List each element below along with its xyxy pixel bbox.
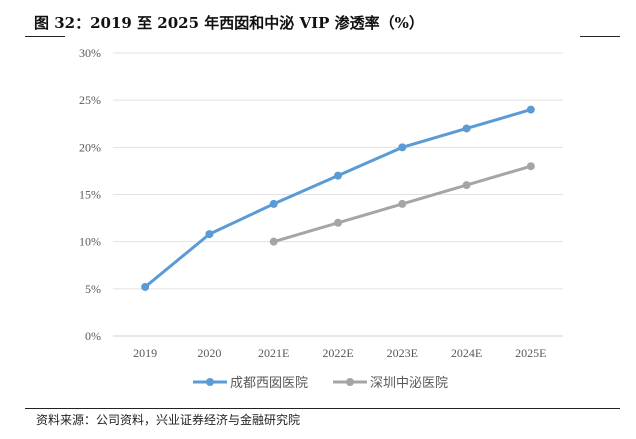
series-line [144,108,532,289]
y-tick-label: 25% [79,93,101,107]
y-tick-label: 10% [79,235,101,249]
title-rule-right [580,36,620,37]
x-tick-label: 2024E [451,346,482,360]
x-tick-label: 2025E [515,346,546,360]
legend-label: 成都西囡医院 [230,375,308,390]
data-point [269,237,278,246]
data-point [141,282,150,291]
data-point [526,162,535,171]
legend-label: 深圳中泌医院 [370,375,448,390]
y-tick-label: 30% [79,46,101,60]
source-rule [25,408,620,409]
data-point [334,171,342,180]
legend-marker [206,378,214,386]
legend-marker [346,378,354,386]
data-point [398,199,407,208]
source-note: 资料来源：公司资料，兴业证券经济与金融研究院 [36,413,301,427]
title-rule-left [25,36,65,37]
y-tick-label: 15% [79,188,101,202]
data-point [205,230,214,239]
y-tick-label: 5% [85,282,101,296]
y-tick-label: 20% [79,140,101,154]
x-tick-label: 2022E [322,346,353,360]
data-point [462,181,471,190]
data-point [334,218,342,227]
x-tick-label: 2021E [258,346,289,360]
data-point [462,124,471,133]
data-point [398,143,407,152]
data-point [269,199,278,208]
x-tick-label: 2023E [387,346,418,360]
y-tick-label: 0% [85,329,101,343]
data-point [526,105,535,114]
figure-title: 图 32：2019 至 2025 年西囡和中泌 VIP 渗透率（%） [34,14,424,32]
x-tick-label: 2020 [197,346,221,360]
x-tick-label: 2019 [133,346,157,360]
